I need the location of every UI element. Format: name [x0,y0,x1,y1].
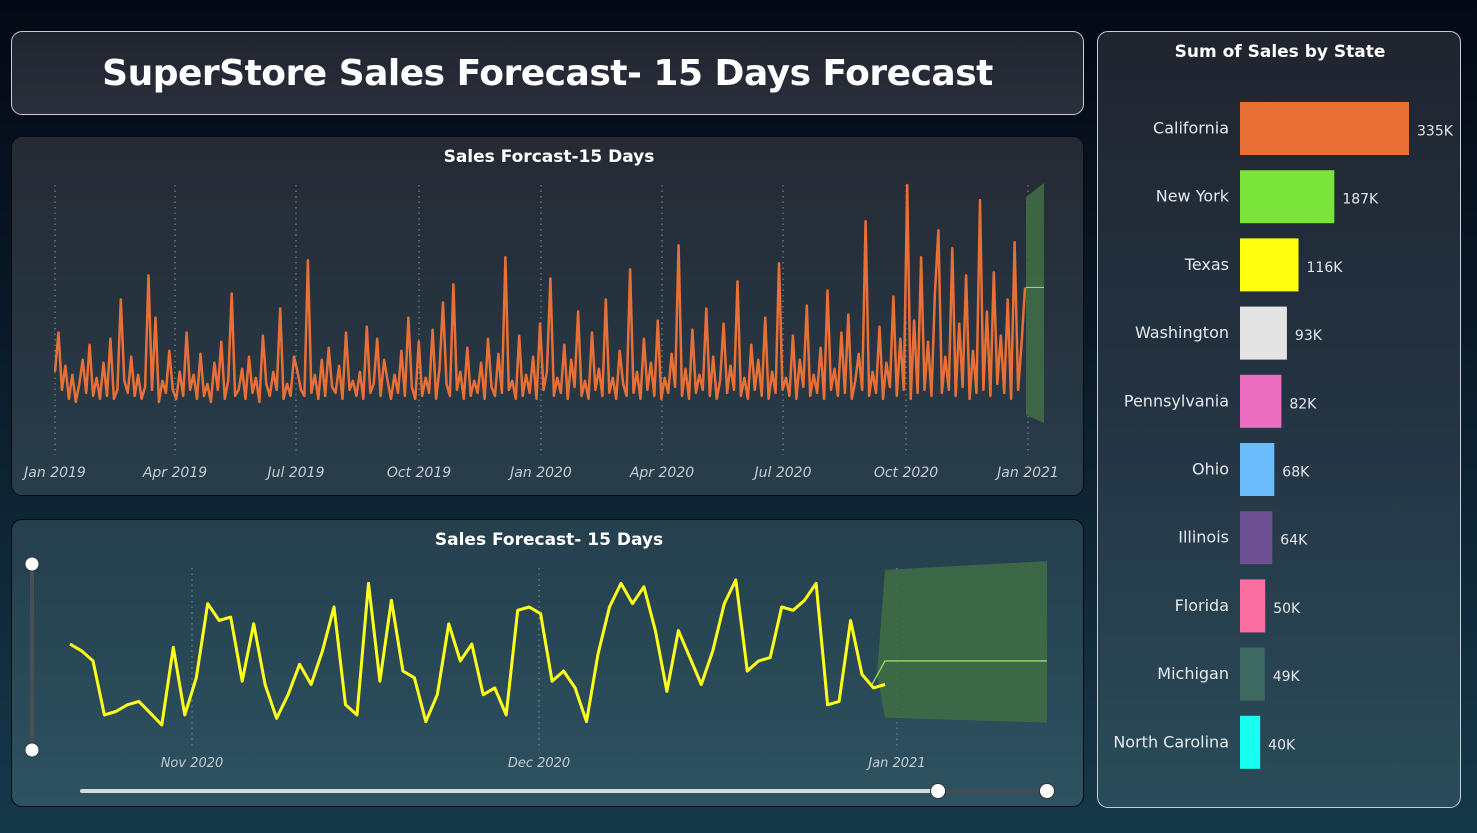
bar[interactable] [1240,170,1335,224]
value-label: 187K [1342,192,1379,208]
state-label: Washington [1135,323,1229,342]
bar[interactable] [1240,579,1266,633]
state-label: California [1153,119,1229,138]
forecast-confidence-band[interactable] [877,561,1047,723]
title-card: SuperStore Sales Forecast- 15 Days Forec… [11,31,1084,115]
state-label: Pennsylvania [1124,391,1229,410]
y-slider-top-handle[interactable] [24,556,40,572]
value-label: 64K [1280,533,1308,549]
sales-by-state-card[interactable]: Sum of Sales by State California 335K New … [1097,31,1461,808]
state-label: New York [1156,187,1230,206]
x-tick-label: Oct 2019 [387,465,451,481]
state-label: Illinois [1178,528,1229,547]
x-tick-label: Oct 2020 [874,465,938,481]
chart-title: Sales Forecast- 15 Days [435,530,663,550]
bar[interactable] [1240,238,1299,292]
bar[interactable] [1240,374,1282,428]
x-tick-label: Apr 2020 [629,465,694,481]
x-tick-label: Jan 2021 [994,465,1059,481]
value-label: 82K [1289,396,1317,412]
history-forecast-chart[interactable]: Sales Forcast-15 Days Jan 2019 Apr 2019 Ju… [12,137,1085,497]
value-label: 40K [1268,737,1296,753]
bar[interactable] [1240,443,1275,496]
sales-history-line[interactable] [53,183,1027,404]
state-label: Ohio [1192,460,1229,479]
sales-by-state-chart[interactable]: Sum of Sales by State California 335K New … [1098,32,1462,809]
x-tick-label: Dec 2020 [508,756,570,771]
value-label: 335K [1417,124,1454,140]
state-label: Florida [1175,596,1229,615]
page-title: SuperStore Sales Forecast- 15 Days Forec… [102,52,993,94]
x-tick-label: Jan 2019 [21,465,86,481]
state-label: Michigan [1157,664,1229,683]
y-slider-bottom-handle[interactable] [24,742,40,758]
bar[interactable] [1240,306,1287,360]
sales-detail-line[interactable] [69,578,886,727]
y-zoom-slider[interactable] [24,556,40,758]
x-tick-label: Apr 2019 [142,465,207,481]
bar[interactable] [1240,511,1273,565]
x-tick-label: Jan 2021 [865,756,925,771]
x-zoom-slider[interactable] [80,783,1055,799]
detail-forecast-card[interactable]: Sales Forecast- 15 Days Nov 2020 Dec 2020… [11,519,1084,807]
value-label: 50K [1273,601,1301,617]
detail-forecast-chart[interactable]: Sales Forecast- 15 Days Nov 2020 Dec 2020… [12,520,1085,808]
value-label: 116K [1307,260,1344,276]
x-slider-end-handle[interactable] [1039,783,1055,799]
history-forecast-card[interactable]: Sales Forcast-15 Days Jan 2019 Apr 2019 Ju… [11,136,1084,496]
x-tick-label: Jul 2020 [752,465,812,481]
forecast-confidence-band[interactable] [1026,183,1044,423]
value-label: 93K [1295,328,1323,344]
value-label: 68K [1282,465,1310,481]
bar[interactable] [1240,715,1261,769]
chart-title: Sales Forcast-15 Days [444,147,655,167]
state-label: North Carolina [1113,732,1229,751]
x-tick-label: Jan 2020 [507,465,572,481]
bar[interactable] [1240,102,1409,155]
x-tick-label: Nov 2020 [161,756,224,771]
x-tick-label: Jul 2019 [265,465,325,481]
bar[interactable] [1240,647,1265,701]
x-slider-start-handle[interactable] [930,783,946,799]
state-label: Texas [1184,255,1229,274]
forecast-line[interactable] [871,660,1047,685]
chart-title: Sum of Sales by State [1175,42,1386,62]
value-label: 49K [1273,669,1301,685]
